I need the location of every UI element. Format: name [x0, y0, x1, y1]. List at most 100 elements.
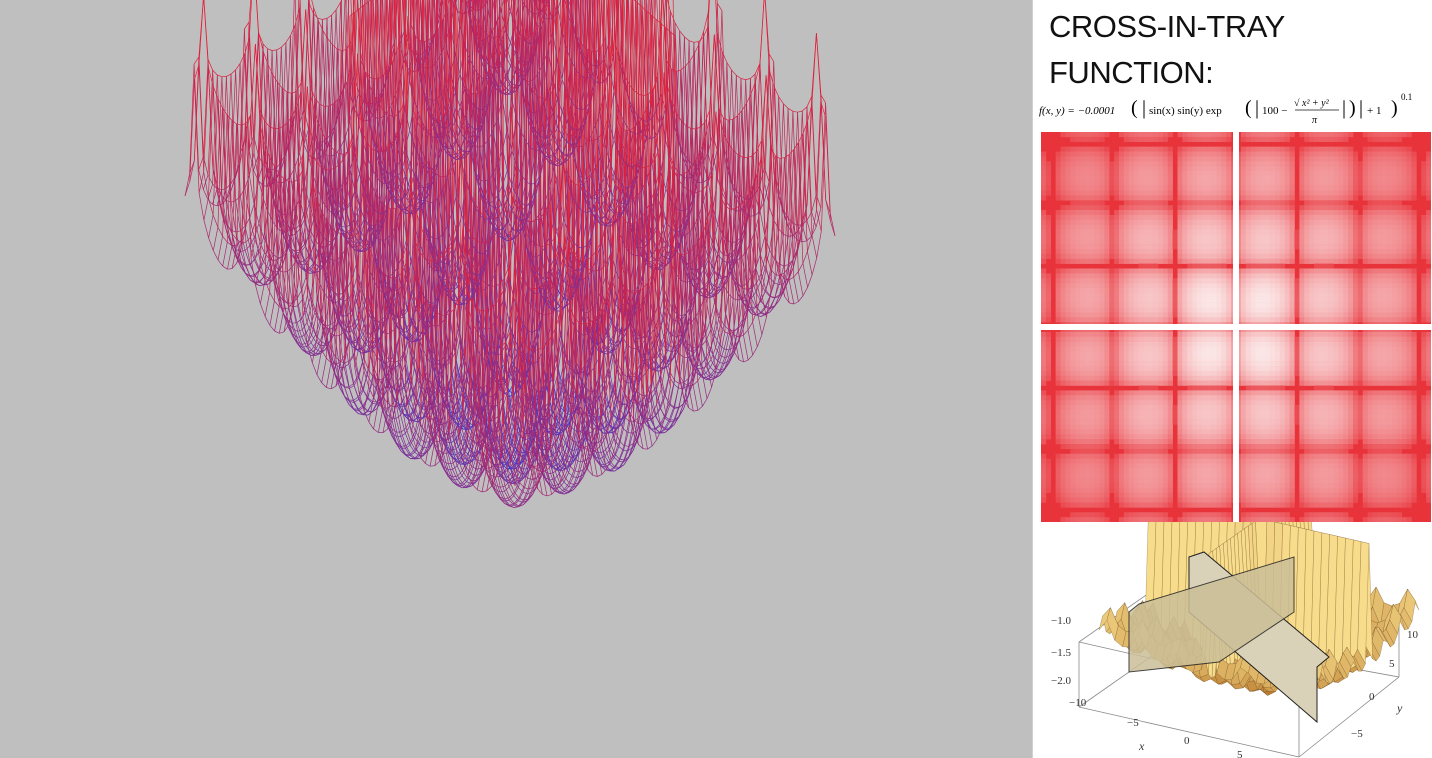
mesh-segment [303, 128, 309, 145]
mesh-segment [198, 192, 205, 221]
mesh-segment [346, 203, 352, 210]
mesh-segment [259, 269, 265, 277]
mesh-segment [344, 386, 350, 389]
mesh-segment [309, 85, 316, 99]
mesh-segment [442, 453, 449, 470]
mesh-segment [240, 261, 246, 274]
mesh-viewport[interactable] [0, 0, 1032, 758]
mesh-segment [244, 226, 251, 246]
mesh-segment [225, 74, 232, 189]
mesh-segment [310, 113, 316, 252]
mesh-segment [322, 18, 328, 20]
mesh-segment [198, 64, 205, 173]
mesh-segment [559, 487, 565, 493]
mesh-segment [327, 240, 334, 260]
mesh-segment [431, 391, 437, 395]
mesh-segment [410, 432, 417, 448]
mesh-segment [184, 173, 190, 196]
mesh-segment [276, 46, 282, 51]
mesh-segment [315, 334, 321, 342]
mesh-segment [244, 53, 250, 176]
mesh-segment [368, 386, 374, 398]
mesh-segment [373, 0, 376, 172]
mesh-segment [314, 271, 320, 273]
mesh-segment [330, 332, 336, 337]
mesh-segment [490, 474, 496, 490]
mesh-segment [568, 484, 574, 492]
mesh-segment [339, 361, 346, 364]
mesh-segment [334, 164, 340, 169]
mesh-segment [296, 259, 302, 291]
mesh-segment [503, 0, 506, 37]
mesh-segment [318, 252, 324, 258]
mesh-segment [322, 171, 328, 187]
mesh-segment [230, 69, 236, 184]
mesh-segment [300, 223, 306, 247]
mesh-segment [437, 402, 443, 407]
mesh-segment [332, 48, 338, 214]
mesh-segment [362, 361, 368, 376]
mesh-segment [280, 153, 287, 170]
mesh-segment [328, 103, 334, 246]
mesh-segment [253, 32, 259, 136]
mesh-segment [272, 254, 278, 259]
mesh-segment [322, 173, 328, 195]
mesh-segment [266, 169, 273, 187]
mesh-segment [334, 335, 340, 368]
mesh-segment [563, 481, 569, 487]
mesh-segment [421, 150, 428, 162]
mesh-segment [304, 269, 310, 274]
mesh-segment [370, 335, 376, 340]
mesh-segment [236, 239, 242, 262]
mesh-segment [347, 299, 353, 326]
mesh-segment [395, 418, 402, 437]
mesh-segment [255, 43, 261, 110]
mesh-segment [231, 123, 237, 246]
mesh-segment [299, 228, 306, 245]
mesh-segment [398, 112, 404, 268]
mesh-segment [475, 473, 481, 476]
mesh-segment [609, 430, 616, 444]
mesh-segment [311, 338, 318, 363]
mesh-segment [371, 383, 377, 390]
mesh-segment [245, 264, 251, 277]
mesh-segment [320, 325, 326, 346]
mesh-segment [310, 270, 316, 297]
mesh-segment [235, 63, 241, 71]
mesh-segment [221, 76, 227, 201]
mesh-segment [291, 106, 297, 235]
mesh-segment [300, 207, 306, 224]
mesh-segment [249, 204, 255, 219]
mesh-segment [499, 476, 505, 492]
mesh-lines [184, 0, 836, 508]
mesh-segment [341, 82, 348, 93]
mesh-segment [267, 74, 274, 213]
mesh-segment [282, 272, 289, 304]
mesh-segment [336, 220, 342, 233]
mesh-segment [554, 478, 560, 488]
mesh-segment [315, 345, 322, 354]
mesh-segment [250, 43, 256, 115]
mesh-segment [391, 0, 395, 179]
mesh-segment [253, 154, 259, 171]
mesh-segment [241, 123, 247, 241]
mesh-segment [203, 67, 209, 173]
mesh-segment [567, 14, 574, 153]
mesh-segment [504, 0, 508, 47]
mesh-segment [382, 0, 386, 184]
mesh-segment [472, 484, 478, 491]
mesh-segment [485, 0, 489, 65]
wireframe-3d-plot[interactable] [0, 0, 1032, 758]
mesh-segment [250, 264, 256, 277]
mesh-segment [212, 214, 219, 228]
mesh-segment [296, 318, 302, 323]
mesh-segment [244, 37, 250, 141]
mesh-segment [315, 320, 321, 335]
mesh-segment [316, 315, 322, 323]
mesh-segment [235, 249, 241, 252]
mesh-segment [257, 43, 264, 156]
mesh-segment [511, 164, 517, 186]
mesh-segment [271, 167, 277, 185]
mesh-segment [315, 348, 321, 353]
mesh-segment [466, 289, 472, 300]
